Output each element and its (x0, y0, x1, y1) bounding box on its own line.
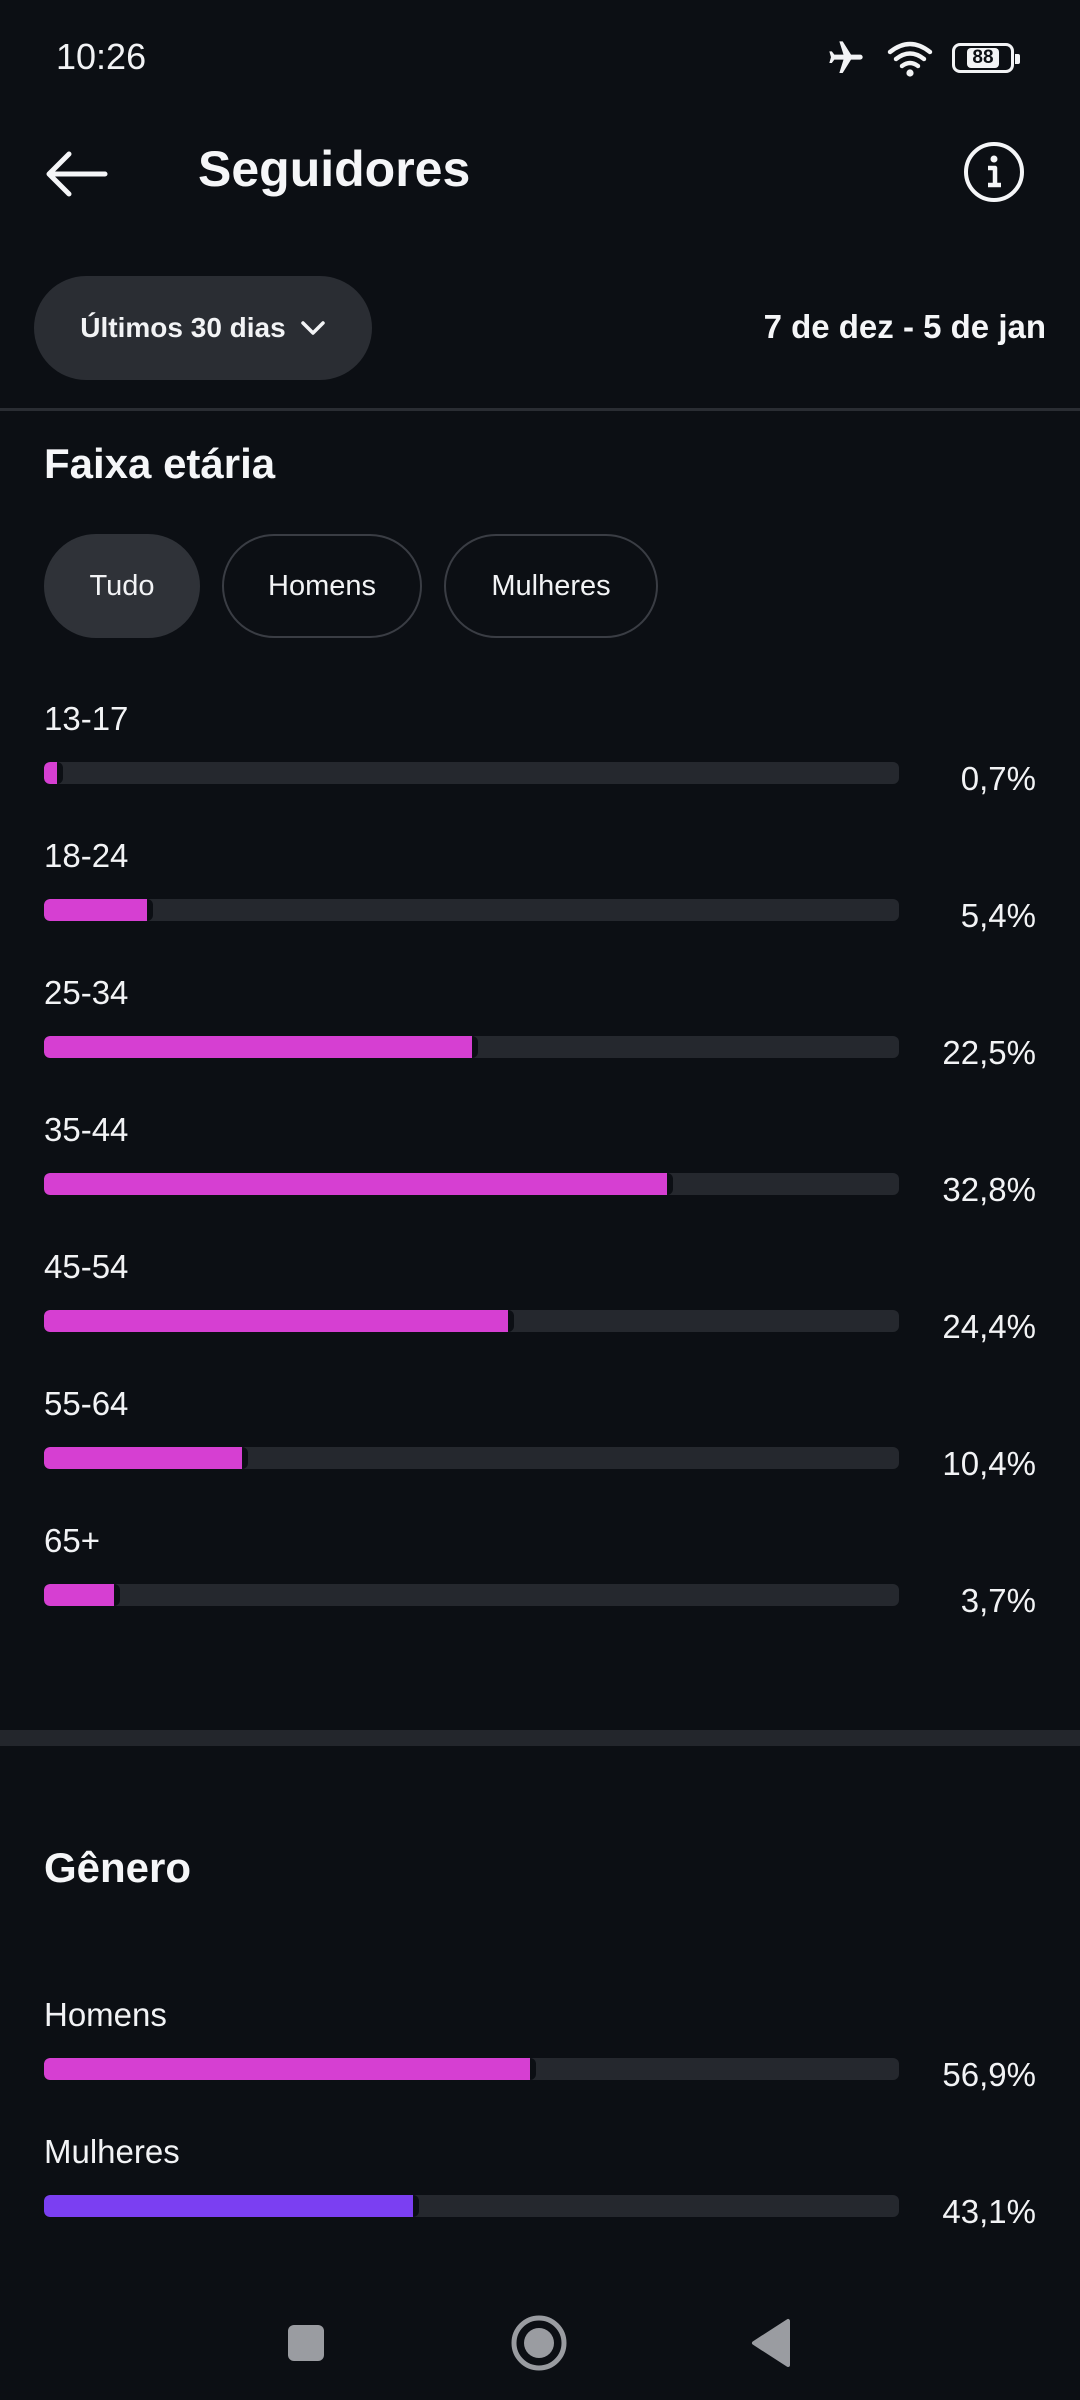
back-triangle-icon (752, 2319, 790, 2367)
gender-row: Mulheres 43,1% (0, 2133, 1080, 2263)
page-title: Seguidores (198, 141, 471, 197)
section-divider (0, 1730, 1080, 1746)
age-row: 25-34 22,5% (0, 974, 1080, 1104)
age-row: 18-24 5,4% (0, 837, 1080, 967)
age-range-label: 35-44 (44, 1111, 129, 1148)
home-circle-icon (511, 2315, 567, 2371)
bar-fill (44, 2058, 537, 2080)
bar-track (44, 2195, 899, 2217)
tab-label: Homens (268, 569, 376, 602)
chevron-down-icon (300, 321, 325, 335)
bar-track (44, 1173, 899, 1195)
battery-level: 88 (967, 48, 999, 68)
home-button[interactable] (506, 2310, 572, 2376)
tab-homens[interactable]: Homens (222, 534, 422, 638)
bar-track (44, 899, 899, 921)
age-section-title: Faixa etária (44, 440, 276, 487)
bar-fill (44, 762, 64, 784)
wifi-icon (887, 41, 933, 77)
recents-button[interactable] (273, 2310, 339, 2376)
period-dropdown[interactable]: Últimos 30 dias (34, 276, 372, 380)
bar-fill (44, 2195, 419, 2217)
gender-label: Mulheres (44, 2133, 180, 2170)
age-range-label: 25-34 (44, 974, 129, 1011)
bar-track (44, 1447, 899, 1469)
tab-label: Mulheres (491, 569, 611, 602)
status-bar: 10:26 88 (0, 0, 1080, 120)
bar-fill (44, 1584, 121, 1606)
age-range-label: 18-24 (44, 837, 129, 874)
age-row: 65+ 3,7% (0, 1522, 1080, 1652)
info-icon (964, 142, 1024, 202)
status-icons: 88 (824, 38, 1020, 78)
system-nav-bar (0, 2280, 1080, 2400)
age-range-label: 65+ (44, 1522, 100, 1559)
age-row: 13-17 0,7% (0, 700, 1080, 830)
percentage-value: 24,4% (942, 1308, 1036, 1345)
header: Seguidores (0, 120, 1080, 220)
percentage-value: 0,7% (960, 760, 1036, 797)
gender-label: Homens (44, 1996, 167, 2033)
back-nav-button[interactable] (738, 2310, 804, 2376)
recents-square-icon (288, 2325, 324, 2361)
bar-fill (44, 1036, 478, 1058)
arrow-left-icon (46, 151, 108, 197)
info-button[interactable] (960, 138, 1028, 206)
age-range-label: 13-17 (44, 700, 129, 737)
gender-row: Homens 56,9% (0, 1996, 1080, 2126)
age-row: 45-54 24,4% (0, 1248, 1080, 1378)
tab-tudo[interactable]: Tudo (44, 534, 200, 638)
back-button[interactable] (38, 136, 114, 212)
percentage-value: 10,4% (942, 1445, 1036, 1482)
battery-icon: 88 (952, 43, 1020, 73)
period-label: Últimos 30 dias (80, 312, 286, 343)
bar-track (44, 1310, 899, 1332)
percentage-value: 56,9% (942, 2056, 1036, 2093)
bar-fill (44, 899, 153, 921)
age-row: 35-44 32,8% (0, 1111, 1080, 1241)
gender-section-title: Gênero (44, 1844, 192, 1891)
tab-mulheres[interactable]: Mulheres (444, 534, 658, 638)
tab-label: Tudo (89, 569, 155, 602)
date-range: 7 de dez - 5 de jan (763, 308, 1046, 345)
bar-fill (44, 1173, 674, 1195)
bar-track (44, 1036, 899, 1058)
airplane-mode-icon (829, 41, 863, 73)
percentage-value: 22,5% (942, 1034, 1036, 1071)
divider (0, 408, 1080, 411)
bar-fill (44, 1447, 248, 1469)
percentage-value: 5,4% (960, 897, 1036, 934)
bar-fill (44, 1310, 514, 1332)
percentage-value: 3,7% (960, 1582, 1036, 1619)
percentage-value: 43,1% (942, 2193, 1036, 2230)
age-row: 55-64 10,4% (0, 1385, 1080, 1515)
status-time: 10:26 (56, 36, 147, 77)
age-range-label: 55-64 (44, 1385, 129, 1422)
percentage-value: 32,8% (942, 1171, 1036, 1208)
bar-track (44, 1584, 899, 1606)
bar-track (44, 762, 899, 784)
age-range-label: 45-54 (44, 1248, 129, 1285)
bar-track (44, 2058, 899, 2080)
